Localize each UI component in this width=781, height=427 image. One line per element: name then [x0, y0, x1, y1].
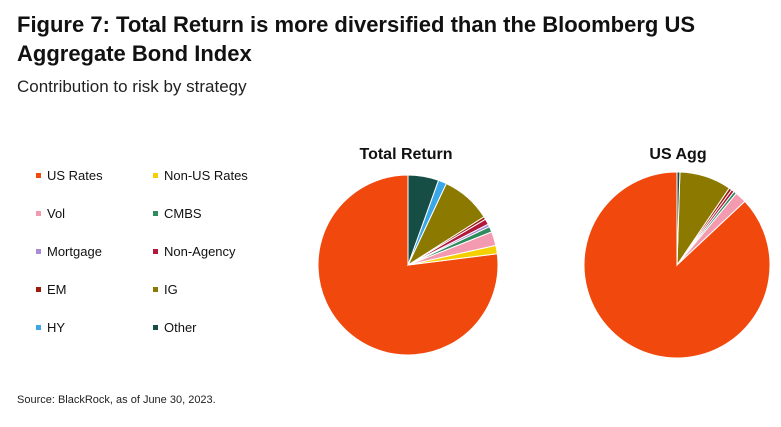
pie-title-us-agg: US Agg [649, 146, 707, 163]
pie-chart-total-return [317, 174, 499, 356]
pie-chart-us-agg [583, 171, 771, 359]
pie-title-total-return: Total Return [359, 146, 453, 163]
chart-subtitle: Contribution to risk by strategy [17, 77, 247, 96]
legend-label: Mortgage [47, 244, 102, 259]
legend-swatch [153, 325, 158, 330]
legend-swatch [153, 211, 158, 216]
legend-label: Other [164, 320, 197, 335]
legend-swatch [36, 325, 41, 330]
legend-swatch [36, 211, 41, 216]
chart-title: Figure 7: Total Return is more diversifi… [17, 12, 696, 66]
source-note: Source: BlackRock, as of June 30, 2023. [17, 394, 216, 406]
legend-item-other: Other [153, 320, 197, 335]
legend-item-non-agency: Non-Agency [153, 244, 236, 259]
legend-swatch [153, 173, 158, 178]
legend-item-vol: Vol [36, 206, 65, 221]
pie-slice-other [407, 174, 440, 266]
legend-item-cmbs: CMBS [153, 206, 202, 221]
legend-swatch [36, 173, 41, 178]
legend-swatch [36, 249, 41, 254]
legend-label: HY [47, 320, 66, 335]
legend-item-us-rates: US Rates [36, 168, 103, 183]
legend-item-em: EM [36, 282, 67, 297]
legend-item-mortgage: Mortgage [36, 244, 102, 259]
legend-label: Non-US Rates [164, 168, 248, 183]
legend-label: Non-Agency [164, 244, 236, 259]
legend-item-ig: IG [153, 282, 178, 297]
legend-item-hy: HY [36, 320, 65, 335]
legend-label: IG [164, 282, 178, 297]
legend-item-non-us-rates: Non-US Rates [153, 168, 248, 183]
legend-swatch [153, 287, 158, 292]
legend-label: EM [47, 282, 67, 297]
pie-slice-other [676, 171, 681, 266]
legend-label: US Rates [47, 168, 103, 183]
legend-swatch [36, 287, 41, 292]
legend-label: Vol [47, 206, 66, 221]
legend-swatch [153, 249, 158, 254]
legend-label: CMBS [164, 206, 202, 221]
